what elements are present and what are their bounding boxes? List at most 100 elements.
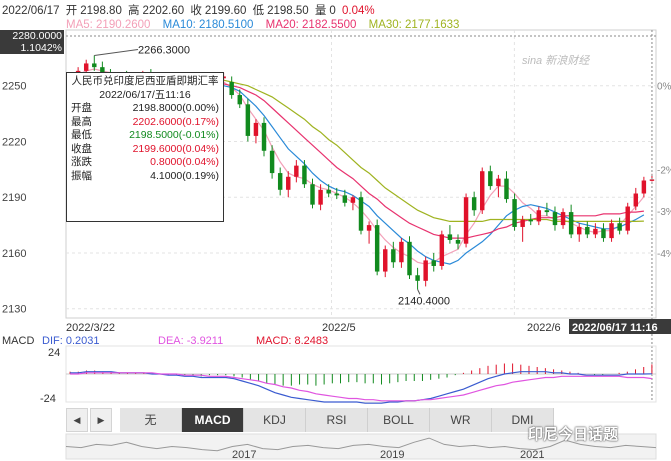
candle-body <box>568 212 574 235</box>
footer-watermark: 印尼今日话题 <box>528 426 619 443</box>
y-right-tick-label: -4% <box>657 249 671 260</box>
candle-body <box>277 173 283 190</box>
candle-body <box>504 178 509 200</box>
overview-year-label: 2019 <box>380 449 404 461</box>
candle-body <box>617 223 622 231</box>
candle-body <box>310 184 315 205</box>
candle-body <box>342 195 348 203</box>
candle-body <box>391 249 396 263</box>
candle-body <box>245 104 251 136</box>
candle-body <box>552 212 558 226</box>
sina-logo: sina 新浪财经 <box>522 55 590 67</box>
tooltip-key: 最低 <box>71 129 92 141</box>
candle-body <box>649 179 655 181</box>
candle-body <box>100 67 105 75</box>
ma30-label: MA30: 2177.1633 <box>368 19 460 31</box>
candle-body <box>488 171 493 187</box>
crosshair-price: 2280.0000 <box>12 30 62 42</box>
y-right-tick-label: -2% <box>657 165 671 176</box>
quote-date: 2022/06/17 <box>2 5 60 17</box>
candle-body <box>625 206 630 231</box>
tooltip-value: 0.8000(0.04%) <box>150 156 219 168</box>
low-value: 2198.50 <box>267 5 309 17</box>
macd-title: MACD <box>2 335 34 347</box>
y-tick-label: 2160 <box>2 248 26 260</box>
next-button[interactable]: ▶ <box>90 408 112 432</box>
y-tick-label: 2130 <box>2 304 26 316</box>
ma20-label: MA20: 2182.5500 <box>265 19 357 31</box>
x-tick-label: 2022/6 <box>527 322 561 334</box>
tooltip-key: 振幅 <box>71 169 92 182</box>
tooltip-row: 涨跌 0.8000(0.04%) <box>71 156 219 170</box>
candle-body <box>560 212 566 226</box>
candle-body <box>480 171 485 211</box>
max-annotation: 2266.3000 <box>138 44 190 56</box>
tooltip-value: 2199.6000(0.04%) <box>132 142 219 155</box>
tooltip-key: 涨跌 <box>71 156 92 168</box>
candle-body <box>302 165 307 185</box>
tooltip-row: 开盘 2198.8000(0.00%) <box>71 102 219 116</box>
tooltip-rows: 开盘 2198.8000(0.00%) 最高 2202.6000(0.17%) 最低 21… <box>71 102 219 183</box>
tooltip-row: 最高 2202.6000(0.17%) <box>71 116 219 130</box>
candle-body <box>593 228 598 235</box>
tooltip-value: 2198.5000(-0.01%) <box>129 129 219 141</box>
candle-body <box>350 197 356 203</box>
candle-body <box>641 180 647 194</box>
candle-body <box>528 219 533 222</box>
macd-dif-label: DIF: 0.2031 <box>42 335 99 347</box>
candle-body <box>334 193 339 196</box>
tooltip-value: 2198.8000(0.00%) <box>132 102 219 114</box>
candle-body <box>399 241 404 263</box>
candle-body <box>576 226 582 235</box>
macd-top-tick: 24 <box>48 347 60 359</box>
candle-body <box>544 210 550 213</box>
dea-line <box>70 372 652 402</box>
y-tick-label: 2190 <box>2 192 26 204</box>
x-tick-label: 2022/5 <box>322 322 356 334</box>
overview-line <box>65 437 657 452</box>
candle-body <box>83 63 89 71</box>
tooltip-date: 2022/06/17/五11:16 <box>99 89 191 101</box>
indicator-tabs: 无 MACD KDJ RSI BOLL WR DMI <box>120 408 554 432</box>
tab-5[interactable]: WR <box>430 408 492 432</box>
volume-value: 0 <box>329 5 336 17</box>
y-tick-label: 2220 <box>2 136 26 148</box>
candle-body <box>326 189 331 194</box>
candle-body <box>609 223 614 239</box>
max-annotation-line <box>94 48 139 56</box>
tooltip-row: 收盘 2199.6000(0.04%) <box>71 143 219 157</box>
candle-body <box>358 197 364 231</box>
prev-button[interactable]: ◀ <box>66 408 88 432</box>
ma10-label: MA10: 2180.5100 <box>162 19 254 31</box>
candle-body <box>585 226 590 235</box>
crosshair-price-badge: 2280.0000 1.1042% <box>0 30 64 54</box>
tab-1[interactable]: MACD <box>182 408 244 432</box>
candle-body <box>229 82 234 96</box>
candle-body <box>455 239 461 244</box>
tab-3[interactable]: RSI <box>306 408 368 432</box>
tooltip-row: 振幅 4.1000(0.19%) <box>71 170 219 184</box>
tab-0[interactable]: 无 <box>120 408 182 432</box>
candle-body <box>374 225 380 272</box>
y-right-tick-label: 0% <box>657 82 671 93</box>
candle-body <box>286 176 291 190</box>
candle-body <box>633 193 639 207</box>
open-value: 2198.80 <box>80 5 122 17</box>
change-pct: 0.04% <box>342 5 375 17</box>
candle-body <box>471 197 477 211</box>
high-label: 高 <box>128 5 140 17</box>
candle-body <box>383 249 388 272</box>
low-label: 低 <box>252 5 265 17</box>
ma5-label: MA5: 2190.2600 <box>66 19 151 31</box>
candle-body <box>463 197 469 244</box>
close-label: 收 <box>190 5 202 17</box>
tab-2[interactable]: KDJ <box>244 408 306 432</box>
candle-body <box>423 260 428 281</box>
min-annotation: 2140.4000 <box>398 295 450 307</box>
overview-year-label: 2021 <box>520 449 544 461</box>
candle-body <box>512 199 517 227</box>
tab-4[interactable]: BOLL <box>368 408 430 432</box>
tab-6[interactable]: DMI <box>492 408 554 432</box>
